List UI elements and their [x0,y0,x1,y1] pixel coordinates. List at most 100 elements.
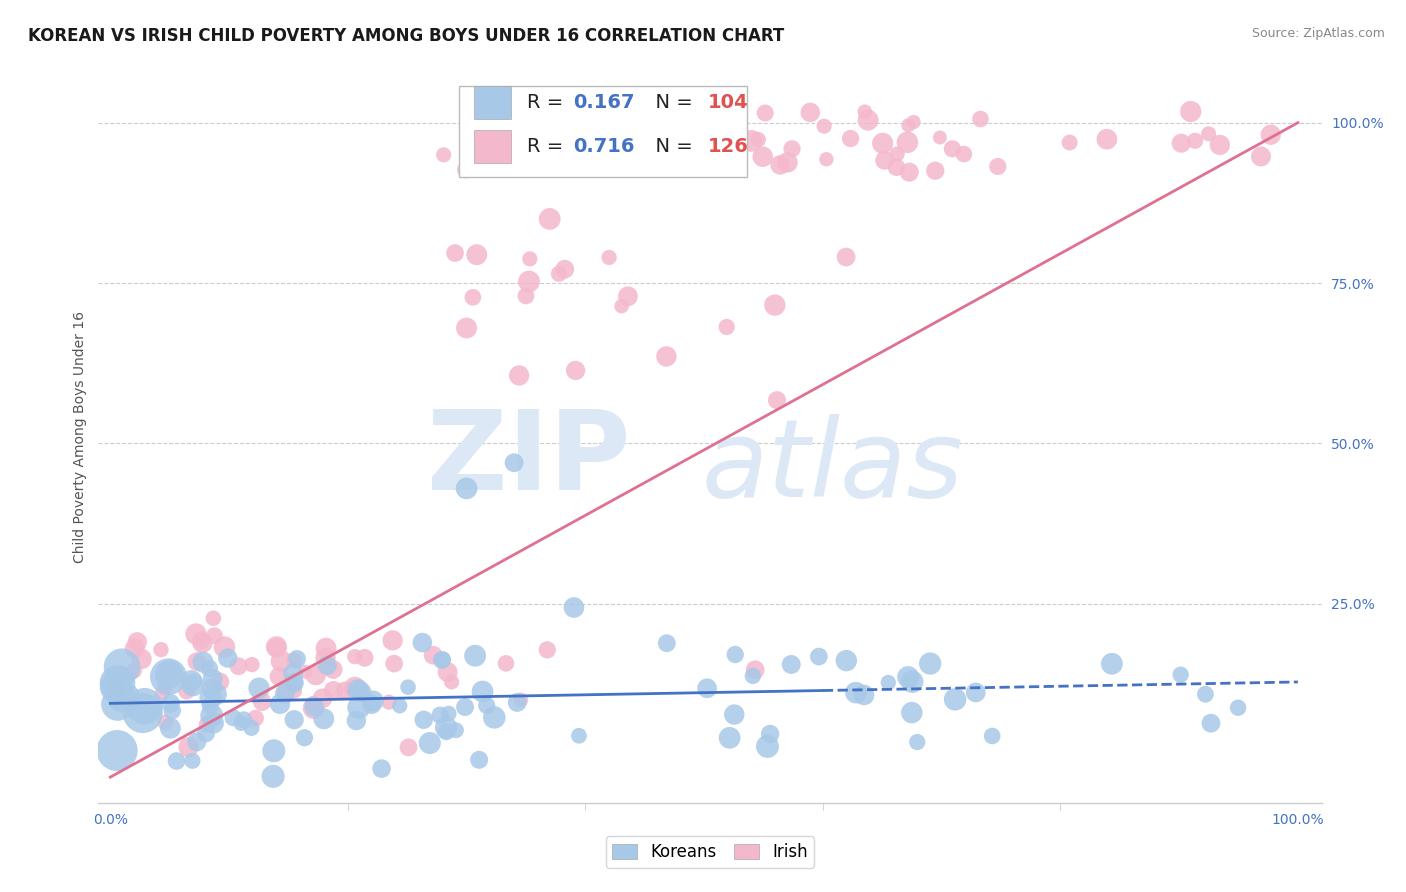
Point [617,289,640,303]
Point [312,712,335,726]
Point [388,698,411,713]
Point [776,155,799,169]
Point [105,743,128,757]
Point [204,687,226,701]
Point [202,611,225,625]
Point [190,633,212,648]
Point [316,658,339,673]
Point [598,251,620,265]
Point [304,699,326,714]
Point [471,684,494,698]
Point [766,393,789,408]
Point [530,107,553,121]
Point [495,139,517,153]
Point [202,716,225,731]
Point [780,657,803,672]
Point [751,150,773,164]
Point [444,723,467,738]
Point [162,704,184,718]
Point [430,653,453,667]
Point [1194,687,1216,701]
Point [468,753,491,767]
Point [294,665,316,679]
Point [780,142,803,156]
FancyBboxPatch shape [474,130,510,163]
Point [204,629,226,643]
Point [104,681,127,696]
Point [659,157,682,171]
Point [723,707,745,722]
Point [896,136,918,150]
Point [294,731,316,745]
Point [454,700,477,714]
Point [610,299,633,313]
Text: 0.716: 0.716 [574,137,634,156]
Point [200,698,222,713]
Point [856,113,879,128]
FancyBboxPatch shape [460,86,747,178]
Point [302,701,325,715]
Point [274,687,297,701]
Point [548,152,571,166]
Point [636,103,658,118]
Point [412,713,434,727]
Point [1198,127,1220,141]
Text: R =: R = [526,94,569,112]
Point [845,686,868,700]
Point [177,740,200,755]
Point [361,694,384,708]
Point [475,698,498,713]
Point [568,729,591,743]
Point [432,652,454,666]
Point [953,147,976,161]
Point [343,649,366,664]
Point [382,657,405,671]
Point [464,115,486,129]
Point [617,126,640,140]
Point [134,699,156,714]
Point [434,721,457,735]
Point [434,724,457,739]
Point [1184,134,1206,148]
Text: ZIP: ZIP [427,406,630,513]
Point [159,721,181,735]
Point [269,697,291,711]
Point [744,663,766,677]
Point [176,684,198,698]
Point [503,456,526,470]
Point [897,118,920,132]
Point [506,695,529,709]
Point [924,163,946,178]
Text: 126: 126 [707,137,748,156]
Point [181,754,204,768]
Point [315,650,337,665]
Text: Source: ZipAtlas.com: Source: ZipAtlas.com [1251,27,1385,40]
Point [231,716,253,731]
Point [131,652,153,666]
Point [517,275,540,289]
Point [222,711,245,725]
Point [396,680,419,694]
Point [283,653,305,667]
Point [201,708,224,723]
Point [853,688,876,702]
Point [756,739,779,754]
Point [456,321,478,335]
Legend: Koreans, Irish: Koreans, Irish [606,837,814,868]
Point [150,688,173,702]
Point [186,655,208,669]
Point [1250,149,1272,163]
Point [456,482,478,496]
Text: R =: R = [526,137,569,156]
Point [122,664,145,678]
Point [200,690,222,705]
Point [343,681,366,695]
Point [740,134,762,148]
Point [1260,128,1282,142]
Point [538,211,561,226]
Point [283,666,305,681]
Point [920,657,942,671]
FancyBboxPatch shape [474,86,510,119]
Point [180,673,202,688]
Point [111,660,134,674]
